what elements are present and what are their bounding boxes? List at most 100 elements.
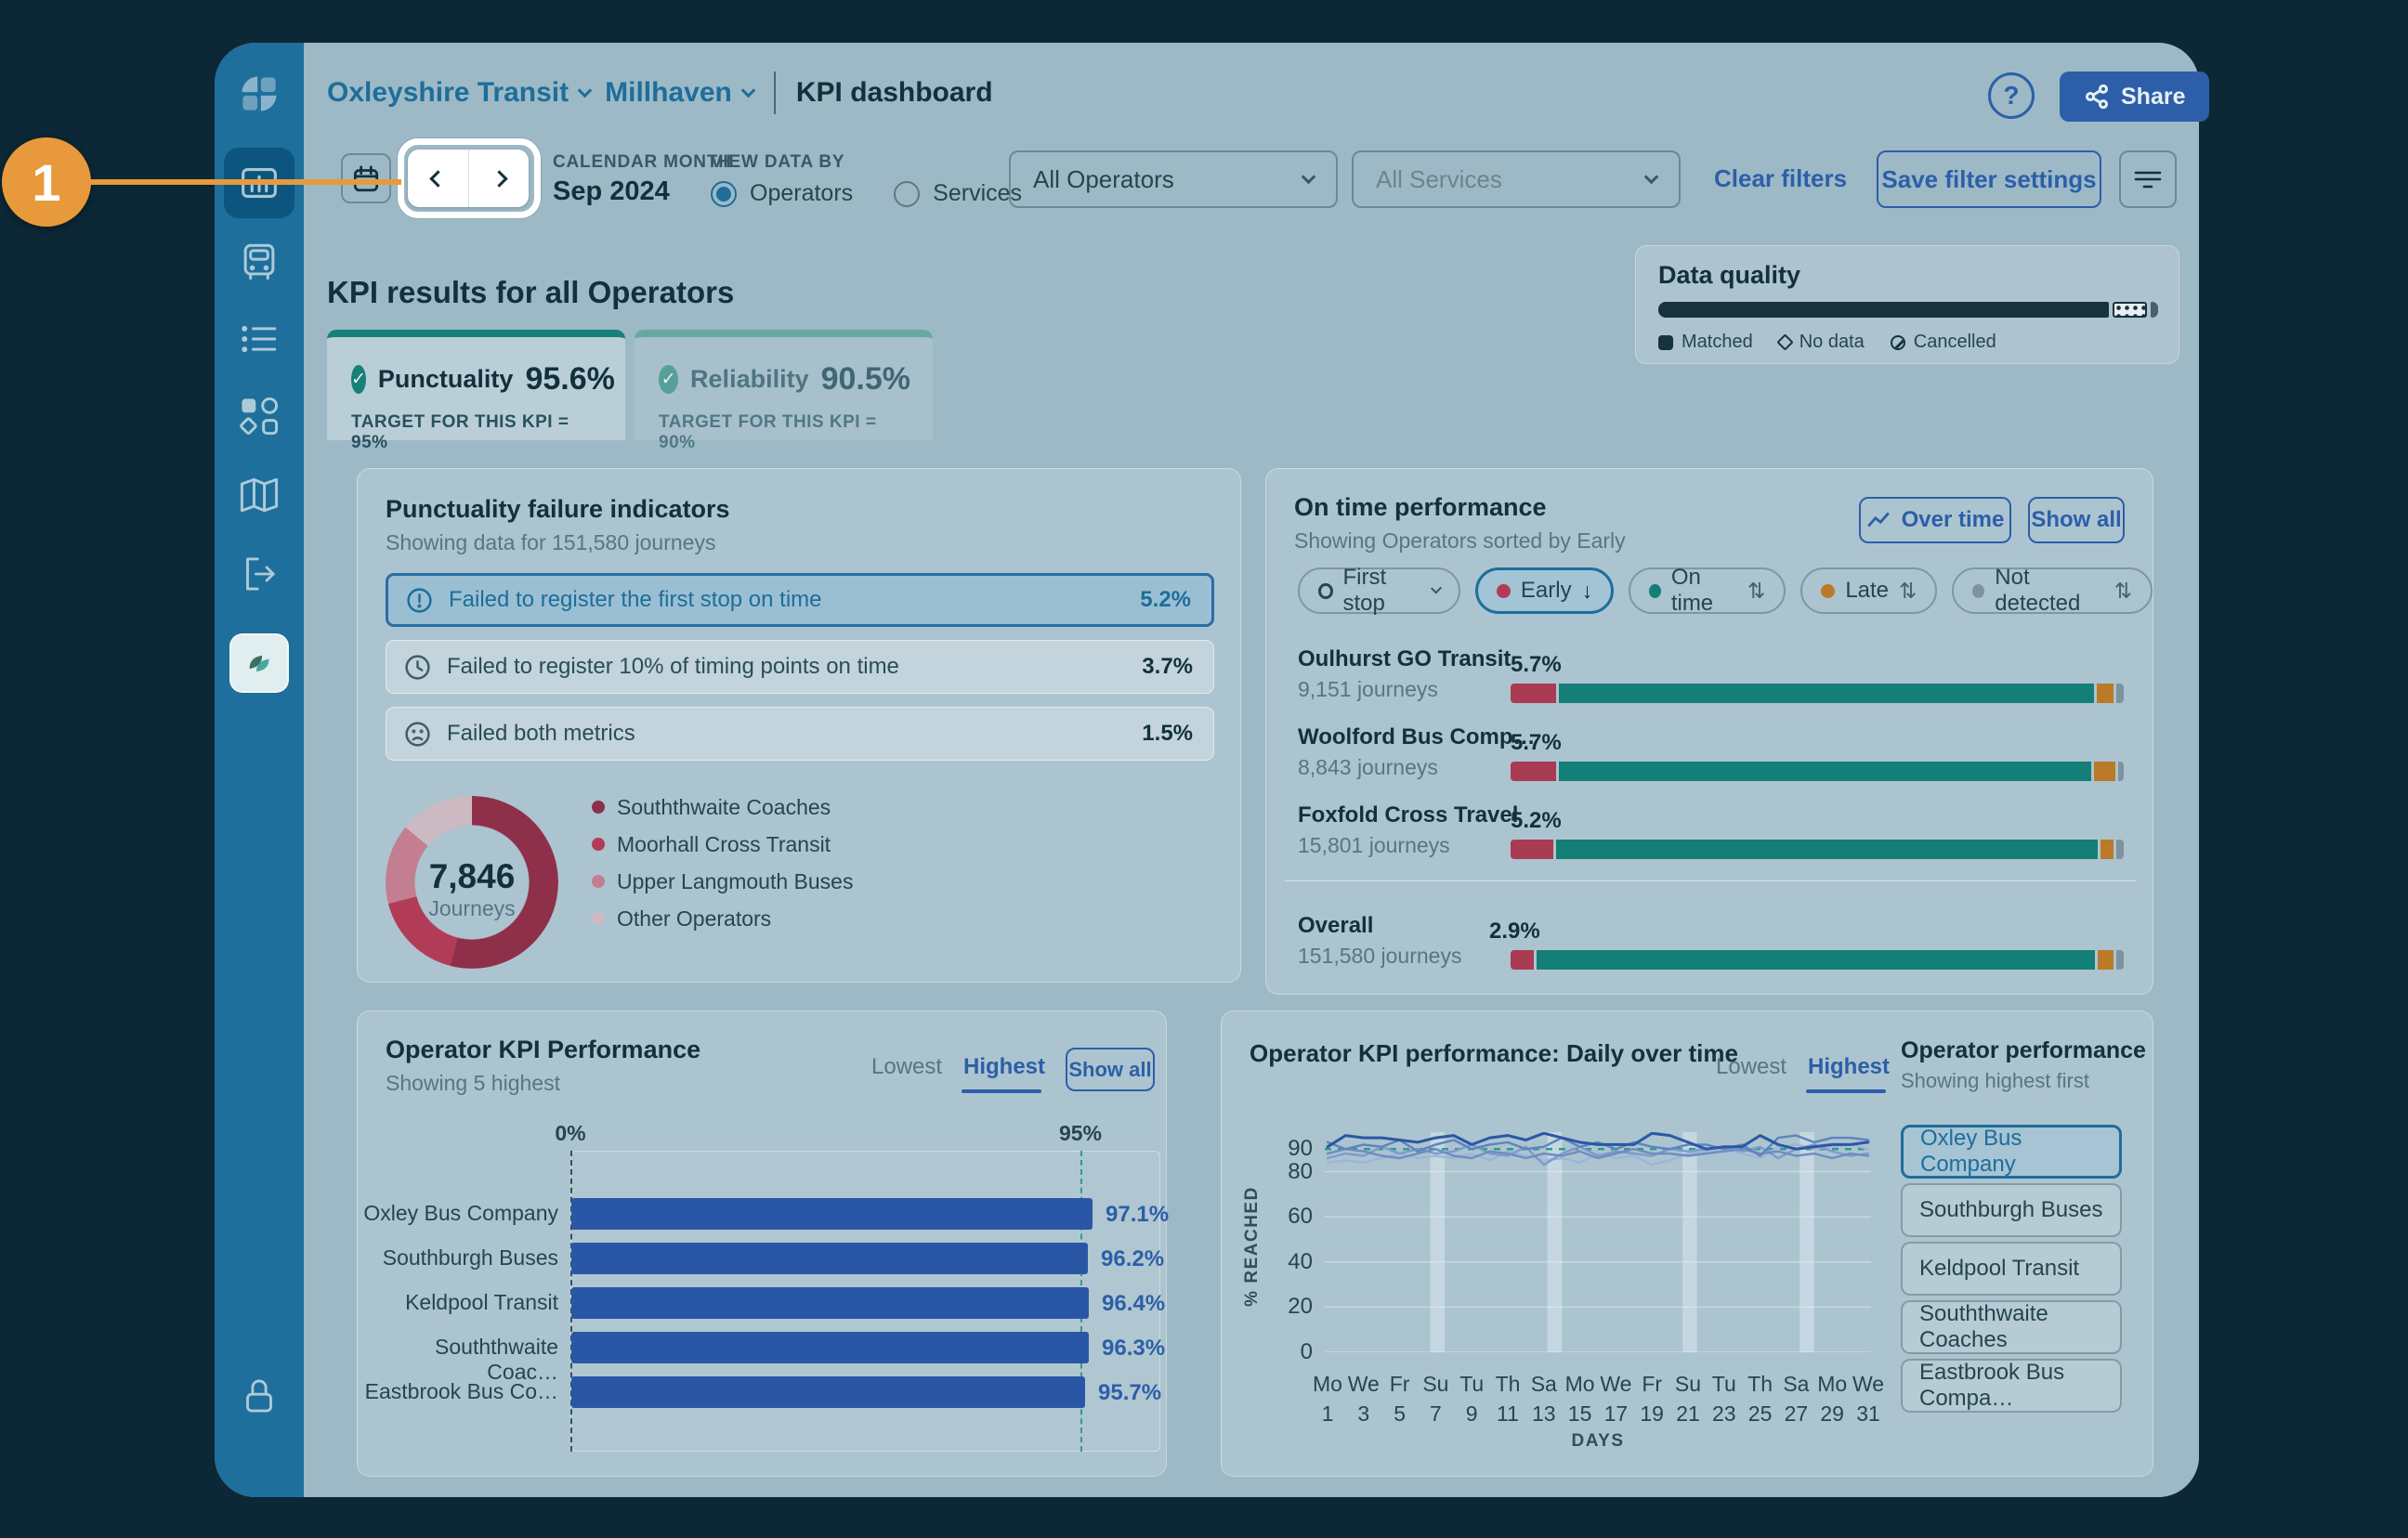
chevron-down-icon: [1430, 581, 1442, 594]
early-dot-icon: [1496, 583, 1511, 598]
operator-name: Foxfold Cross Travel: [1298, 802, 1519, 828]
share-button[interactable]: Share: [2060, 72, 2210, 122]
operator-list-item[interactable]: Eastbrook Bus Compa…: [1901, 1359, 2122, 1413]
app-shortcut[interactable]: [229, 633, 289, 693]
failure-row-both-metrics[interactable]: Failed both metrics 1.5%: [386, 707, 1214, 761]
operator-panel-subtitle: Showing highest first: [1901, 1069, 2089, 1092]
matched-swatch-icon: [1658, 334, 1673, 350]
page-title: KPI dashboard: [795, 77, 993, 108]
failure-row-value: 3.7%: [1142, 654, 1193, 679]
breadcrumb-operator[interactable]: Oxleyshire Transit: [327, 77, 593, 109]
toggle-lowest[interactable]: Lowest: [871, 1054, 943, 1079]
operator-kpi-card: Operator KPI Performance Showing 5 highe…: [357, 1010, 1169, 1477]
data-quality-panel: Data quality Matched No data: [1635, 245, 2179, 364]
x-tick-day-number: 27: [1784, 1401, 1809, 1426]
y-tick-label: 60: [1288, 1204, 1313, 1230]
help-button[interactable]: ?: [1988, 72, 2035, 119]
operator-name: Overall: [1298, 913, 1374, 938]
data-quality-cancelled-segment: [2151, 302, 2158, 318]
calendar-month-label: CALENDAR MONTH: [553, 152, 732, 172]
kpi-bar[interactable]: [571, 1243, 1088, 1274]
kpi-bar[interactable]: [571, 1287, 1089, 1319]
kpi-bar[interactable]: [571, 1198, 1093, 1230]
chevron-down-icon: [1301, 169, 1316, 184]
toggle-highest[interactable]: Highest: [1808, 1054, 1891, 1079]
failure-card-title: Punctuality failure indicators: [386, 495, 730, 523]
kpi-tabs: ✓ Punctuality 95.6% TARGET FOR THIS KPI …: [327, 330, 933, 452]
operator-list-item[interactable]: Souththwaite Coaches: [1901, 1300, 2122, 1354]
sort-chip-late[interactable]: Late ⇅: [1800, 567, 1938, 614]
map-icon: [240, 477, 279, 513]
failure-card-subtitle: Showing data for 151,580 journeys: [386, 530, 716, 554]
view-data-by-group: Operators Services: [711, 180, 1022, 207]
y-tick-label: 40: [1288, 1248, 1313, 1274]
stacked-bar: [1511, 762, 2124, 781]
breadcrumb-area[interactable]: Millhaven: [605, 77, 756, 109]
donut-center-label: Journeys: [428, 896, 516, 920]
radio-services[interactable]: Services: [894, 180, 1022, 207]
next-month-button[interactable]: [468, 150, 529, 207]
over-time-button[interactable]: Over time: [1859, 497, 2011, 543]
weekend-band: [1682, 1132, 1697, 1352]
toggle-lowest[interactable]: Lowest: [1716, 1054, 1787, 1079]
chevron-down-icon: [740, 83, 756, 98]
main-content: Oxleyshire Transit Millhaven KPI dashboa…: [304, 43, 2210, 1497]
radio-operators[interactable]: Operators: [711, 180, 853, 207]
failure-row-timing-points[interactable]: Failed to register 10% of timing points …: [386, 640, 1214, 694]
tab-punctuality[interactable]: ✓ Punctuality 95.6% TARGET FOR THIS KPI …: [327, 330, 625, 452]
show-all-button[interactable]: Show all: [2028, 497, 2125, 543]
kpi-bar[interactable]: [571, 1332, 1089, 1363]
nav-categories[interactable]: [229, 386, 289, 446]
failure-row-first-stop[interactable]: Failed to register the first stop on tim…: [386, 573, 1214, 627]
tab-punctuality-label: Punctuality: [377, 365, 514, 393]
operators-dropdown-value: All Operators: [1033, 164, 1174, 193]
app-window: Oxleyshire Transit Millhaven KPI dashboa…: [215, 43, 2210, 1497]
breadcrumb-divider: [773, 72, 776, 114]
show-all-button[interactable]: Show all: [1066, 1048, 1155, 1091]
kpi-bar-label: Oxley Bus Company: [363, 1201, 558, 1225]
nav-map[interactable]: [229, 466, 289, 526]
calendar-button[interactable]: [341, 153, 391, 203]
sort-chip-on-time[interactable]: On time ⇅: [1629, 565, 1786, 616]
toggle-highest[interactable]: Highest: [963, 1054, 1046, 1079]
check-circle-icon: ✓: [351, 365, 366, 394]
x-tick-day-name: We: [1852, 1372, 1885, 1396]
tab-reliability[interactable]: ✓ Reliability 90.5% TARGET FOR THIS KPI …: [635, 330, 933, 452]
operator-list-item[interactable]: Oxley Bus Company: [1901, 1125, 2122, 1179]
operator-list-item[interactable]: Southburgh Buses: [1901, 1183, 2122, 1237]
kpi-bar-label: Eastbrook Bus Co…: [364, 1379, 558, 1403]
journey-count: 9,151 journeys: [1298, 677, 1438, 701]
bus-icon: [243, 243, 275, 280]
legend-dot-icon: [592, 875, 605, 888]
operator-series-line: [1326, 1143, 1870, 1167]
axis-min-label: 0%: [555, 1121, 586, 1145]
sort-down-icon: ↓: [1581, 578, 1593, 603]
chip-not-detected-label: Not detected: [1995, 565, 2081, 616]
x-tick-day-number: 31: [1856, 1401, 1880, 1426]
clear-filters-link[interactable]: Clear filters: [1714, 164, 1848, 192]
kpi-bar-value: 95.7%: [1098, 1380, 1162, 1405]
operator-list-item[interactable]: Keldpool Transit: [1901, 1242, 2122, 1296]
donut-center-value: 7,846: [428, 857, 516, 895]
nav-logout[interactable]: [229, 544, 289, 604]
sort-icon: ⇅: [1747, 578, 1766, 603]
legend-dot-icon: [592, 838, 605, 851]
x-tick-day-name: We: [1600, 1372, 1632, 1396]
nav-vehicles[interactable]: [229, 231, 289, 291]
donut-legend-label: Other Operators: [617, 906, 772, 931]
kpi-bar[interactable]: [571, 1376, 1085, 1408]
operators-dropdown[interactable]: All Operators: [1009, 150, 1338, 208]
x-tick-day-name: Su: [1674, 1372, 1702, 1396]
legend-cancelled-label: Cancelled: [1913, 332, 1996, 352]
save-filter-settings-button[interactable]: Save filter settings: [1877, 150, 2101, 208]
nav-list[interactable]: [229, 309, 289, 369]
services-dropdown[interactable]: All Services: [1352, 150, 1681, 208]
sort-chip-early[interactable]: Early ↓: [1474, 567, 1615, 614]
x-tick-day-name: Su: [1422, 1372, 1449, 1396]
filter-button[interactable]: [2119, 150, 2177, 208]
y-tick-label: 80: [1288, 1158, 1313, 1184]
on-time-title: On time performance: [1294, 493, 1547, 521]
sort-chip-not-detected[interactable]: Not detected ⇅: [1952, 565, 2153, 616]
on-time-performance-card: On time performance Showing Operators so…: [1265, 468, 2153, 995]
first-stop-chip[interactable]: First stop: [1298, 565, 1460, 616]
